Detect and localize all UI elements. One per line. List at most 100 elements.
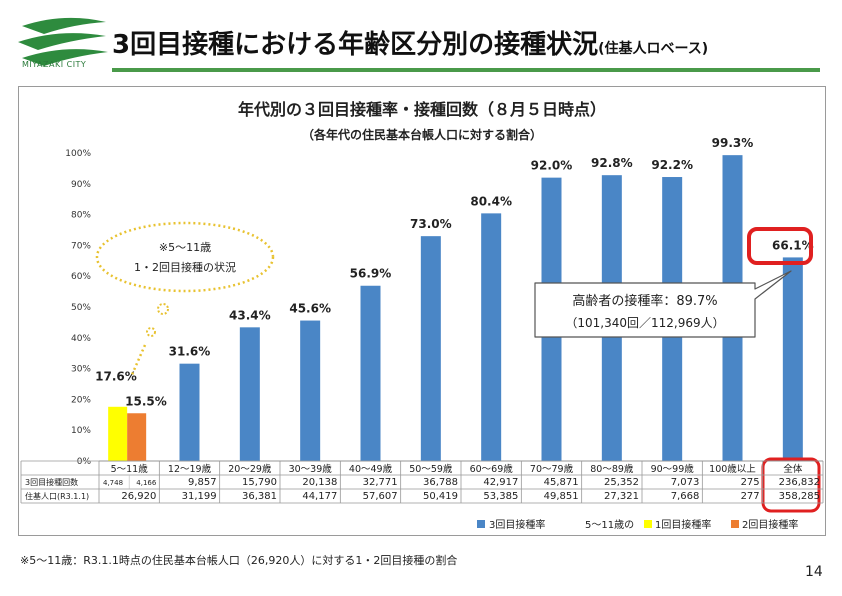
value-labels: 17.6% 15.5% 31.6% 43.4% 45.6% 56.9% 73.0% 80.4%…	[95, 136, 813, 408]
table-cell-dose: 36,788	[423, 477, 458, 488]
value-label-3rd-2: 43.4%	[229, 308, 271, 322]
y-tick-label: 50%	[71, 303, 91, 313]
table-cell-dose: 32,771	[363, 477, 398, 488]
table-cell-population: 36,381	[242, 491, 277, 502]
y-tick-label: 20%	[71, 395, 91, 405]
value-label-1st-5-11: 17.6%	[95, 369, 137, 383]
bar-3rd-6	[481, 213, 502, 461]
table-cell-dose: 45,871	[544, 477, 579, 488]
table-header-cell: 100歳以上	[709, 463, 756, 475]
table-cell-dose-2nd: 4,166	[136, 479, 157, 487]
title-underline	[112, 68, 820, 72]
table-header-cell: 12～19歳	[168, 463, 212, 475]
value-label-2nd-5-11: 15.5%	[125, 394, 167, 408]
table-cell-dose: 9,857	[188, 477, 217, 488]
logo-text: MIYAZAKI CITY	[22, 60, 87, 69]
table-cell-population: 358,285	[779, 491, 820, 502]
table-header-cell: 50～59歳	[409, 463, 453, 475]
bar-3rd-4	[360, 285, 381, 461]
table-cell-dose: 15,790	[242, 477, 277, 488]
table-header-cell: 70～79歳	[530, 463, 574, 475]
legend-label-1st: 1回目接種率	[655, 518, 711, 531]
y-tick-label: 90%	[71, 180, 91, 190]
legend-label-3rd: 3回目接種率	[489, 518, 545, 531]
y-tick-label: 10%	[71, 426, 91, 436]
table-cell-population: 31,199	[182, 491, 217, 502]
table-header-cell: 5～11歳	[111, 463, 149, 475]
value-label-3rd-8: 92.8%	[591, 156, 633, 170]
value-label-3rd-5: 73.0%	[410, 217, 452, 231]
table-cell-population: 7,668	[671, 491, 700, 502]
y-tick-label: 0%	[77, 457, 92, 467]
chart-legend: 3回目接種率 5～11歳の 1回目接種率 2回目接種率	[477, 518, 798, 531]
table-row-label: 3回目接種回数	[25, 477, 78, 487]
table-cell-dose: 25,352	[604, 477, 639, 488]
table-cell-dose-1st: 4,748	[103, 479, 123, 487]
bar-1st-5-11	[108, 406, 128, 461]
table-header-cell: 全体	[783, 463, 803, 475]
data-table: 5～11歳 12～19歳 20～29歳 30～39歳 40～49歳 50～59歳 60～69…	[20, 460, 824, 504]
table-cell-population: 44,177	[302, 491, 337, 502]
total-rate-highlight	[747, 227, 813, 265]
table-header-cell: 20～29歳	[228, 463, 272, 475]
table-cell-population: 57,607	[363, 491, 398, 502]
table-cell-dose: 20,138	[302, 477, 337, 488]
table-cell-population: 50,419	[423, 491, 458, 502]
bar-3rd-3	[300, 320, 321, 461]
callout-box-line2: （101,340回／112,969人）	[565, 316, 724, 330]
y-tick-label: 70%	[71, 241, 91, 251]
value-label-3rd-7: 92.0%	[531, 159, 573, 173]
callout-cloud-line2: 1・2回目接種の状況	[134, 260, 236, 274]
table-header-cell: 60～69歳	[470, 463, 514, 475]
table-cell-population: 26,920	[121, 491, 156, 502]
value-label-3rd-1: 31.6%	[169, 345, 211, 359]
y-tick-label: 60%	[71, 272, 91, 282]
table-cell-dose: 42,917	[483, 477, 518, 488]
callout-cloud-line1: ※5～11歳	[159, 241, 211, 254]
table-header-cell: 30～39歳	[289, 463, 333, 475]
legend-label-2nd: 2回目接種率	[742, 518, 798, 531]
chart-subtitle: （各年代の住民基本台帳人口に対する割合）	[302, 127, 542, 142]
chart-title: 年代別の３回目接種率・接種回数（８月５日時点）	[238, 100, 606, 119]
value-label-3rd-6: 80.4%	[470, 194, 512, 208]
chart-panel: 年代別の３回目接種率・接種回数（８月５日時点） （各年代の住民基本台帳人口に対す…	[18, 86, 826, 536]
legend-swatch-1st	[644, 520, 652, 528]
bar-3rd-2	[239, 327, 260, 461]
table-header-cell: 80～89歳	[590, 463, 634, 475]
page-title-main: 3回目接種における年齢区分別の接種状況	[112, 30, 599, 60]
table-cell-dose: 236,832	[779, 477, 820, 488]
table-cell-population: 27,321	[604, 491, 639, 502]
age-5-11-callout: ※5～11歳 1・2回目接種の状況	[95, 221, 275, 378]
table-cell-dose: 275	[741, 477, 760, 488]
elderly-rate-callout: 高齢者の接種率：89.7% （101,340回／112,969人）	[534, 270, 792, 338]
value-label-3rd-10: 99.3%	[712, 136, 754, 150]
page-number: 14	[805, 564, 823, 580]
footnote: ※5～11歳：R3.1.1時点の住民基本台帳人口（26,920人）に対する1・2…	[20, 554, 458, 567]
legend-group-label: 5～11歳の	[585, 519, 634, 531]
miyazaki-city-logo	[18, 17, 108, 66]
value-label-3rd-9: 92.2%	[651, 158, 693, 172]
legend-swatch-2nd	[731, 520, 739, 528]
page-title-suffix: (住基人ロベース)	[598, 41, 709, 57]
table-header-cell: 40～49歳	[349, 463, 393, 475]
callout-box-line1: 高齢者の接種率：89.7%	[572, 293, 717, 309]
table-cell-population: 49,851	[544, 491, 579, 502]
table-cell-population: 53,385	[483, 491, 518, 502]
bar-2nd-5-11	[127, 413, 147, 461]
y-tick-label: 40%	[71, 334, 91, 344]
table-cell-population: 277	[741, 491, 760, 502]
table-cell-dose: 7,073	[671, 477, 700, 488]
vaccination-rate-chart: 年代別の３回目接種率・接種回数（８月５日時点） （各年代の住民基本台帳人口に対す…	[20, 100, 824, 531]
value-label-3rd-3: 45.6%	[289, 302, 331, 316]
y-tick-label: 100%	[65, 149, 91, 159]
y-tick-label: 30%	[71, 365, 91, 375]
legend-swatch-3rd	[477, 520, 485, 528]
value-label-3rd-11: 66.1%	[772, 238, 814, 252]
table-row-label: 住基人口(R3.1.1)	[25, 491, 89, 501]
bar-3rd-1	[179, 363, 200, 461]
bar-3rd-11	[782, 257, 803, 461]
table-header-cell: 90～99歳	[651, 463, 695, 475]
page-title: 3回目接種における年齢区分別の接種状況(住基人ロベース)	[112, 24, 708, 61]
value-label-3rd-4: 56.9%	[350, 267, 392, 281]
y-tick-label: 80%	[71, 211, 91, 221]
